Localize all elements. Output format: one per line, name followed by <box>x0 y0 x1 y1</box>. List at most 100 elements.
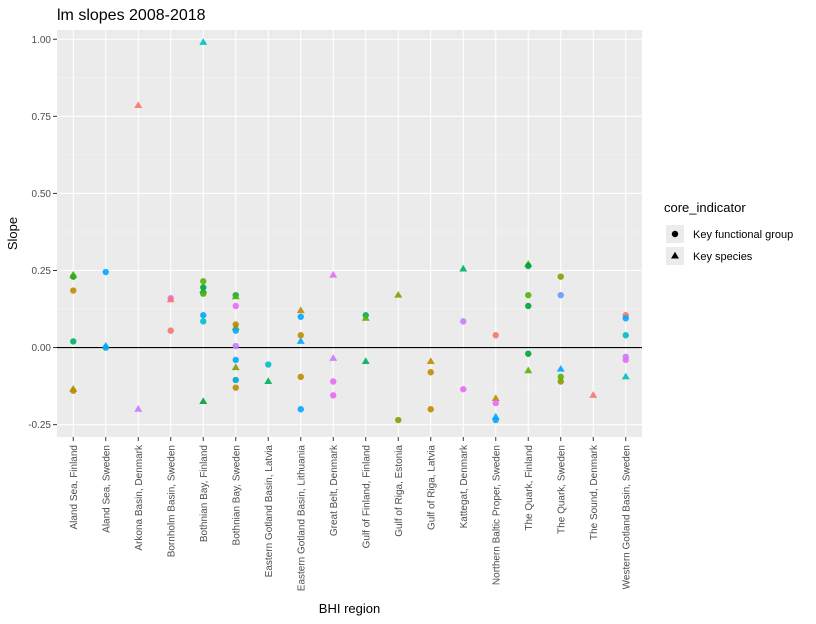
data-point-triangle <box>524 366 533 374</box>
data-point-triangle <box>134 405 143 412</box>
y-tick-label: 0.25 <box>32 266 52 277</box>
data-point-circle <box>492 332 499 339</box>
chart-title: lm slopes 2008-2018 <box>57 7 206 24</box>
x-tick-label: Gulf of Riga, Estonia <box>394 445 405 537</box>
data-point-triangle <box>231 363 240 371</box>
x-tick-label: Eastern Gotland Basin, Latvia <box>264 445 275 578</box>
data-point-circle <box>232 384 239 391</box>
data-point-triangle <box>556 364 565 372</box>
data-point-circle <box>622 356 629 364</box>
x-tick-label: Bothnian Bay, Sweden <box>231 445 242 545</box>
data-point-circle <box>232 342 239 350</box>
data-point-triangle <box>264 377 273 385</box>
data-point-circle <box>492 416 499 424</box>
data-point-circle <box>557 291 564 299</box>
data-point-triangle <box>101 341 110 349</box>
x-tick-label: The Quark, Sweden <box>556 445 567 534</box>
data-point-circle <box>525 350 532 357</box>
data-point-circle <box>330 378 337 385</box>
y-axis-title: Slope <box>5 217 20 250</box>
data-point-triangle <box>491 394 500 401</box>
x-tick-label: Bornholm Basin, Sweden <box>166 445 177 557</box>
y-tick-label: 0.00 <box>32 343 52 354</box>
data-point-circle <box>395 416 402 424</box>
data-point-circle <box>102 268 109 276</box>
data-point-circle <box>70 338 77 345</box>
x-tick-label: Northern Baltic Proper, Sweden <box>491 445 502 585</box>
legend-label: Key species <box>693 251 753 263</box>
legend: core_indicator Key functional group Key s… <box>664 200 793 265</box>
data-point-circle <box>297 406 304 413</box>
legend-label: Key functional group <box>693 229 793 241</box>
data-point-circle <box>557 373 564 381</box>
x-tick-label: Arkona Basin, Denmark <box>134 444 145 551</box>
data-point-triangle <box>166 295 175 303</box>
y-tick-label: 1.00 <box>32 35 52 46</box>
data-point-triangle <box>134 101 143 109</box>
data-point-circle <box>297 373 304 381</box>
data-point-circle <box>297 313 304 320</box>
data-point-circle <box>427 406 434 413</box>
legend-entry: Key species <box>666 247 753 265</box>
data-point-triangle <box>361 314 370 321</box>
x-tick-label: The Sound, Denmark <box>589 444 600 540</box>
legend-title: core_indicator <box>664 200 746 215</box>
legend-entry: Key functional group <box>666 225 793 243</box>
y-axis: -0.25 0.00 0.25 0.50 0.75 1.00 <box>28 35 57 431</box>
data-point-triangle <box>361 357 370 364</box>
data-point-triangle <box>426 357 435 364</box>
data-point-circle <box>622 332 629 339</box>
data-point-circle <box>297 332 304 339</box>
data-point-triangle <box>621 372 630 380</box>
legend-triangle-icon <box>671 251 679 259</box>
x-tick-label: Aland Sea, Sweden <box>101 445 112 533</box>
data-point-triangle <box>296 306 305 314</box>
x-tick-label: Kattegat, Denmark <box>459 444 470 528</box>
data-point-circle <box>265 361 272 368</box>
data-point-circle <box>232 327 239 334</box>
data-point-triangle <box>231 292 240 300</box>
data-point-triangle <box>199 38 208 45</box>
plot-panel <box>57 30 642 437</box>
x-tick-label: Eastern Gotland Basin, Lithuania <box>296 445 307 592</box>
x-axis-title: BHI region <box>319 601 380 616</box>
data-point-triangle <box>329 354 338 361</box>
data-point-triangle <box>69 270 78 278</box>
data-point-circle <box>200 290 207 297</box>
data-point-circle <box>525 262 532 270</box>
data-point-circle <box>427 369 434 376</box>
legend-circle-icon <box>671 230 679 238</box>
x-tick-label: Great Belt, Denmark <box>329 444 340 536</box>
data-point-triangle <box>199 397 208 405</box>
data-point-circle <box>460 318 467 325</box>
data-point-triangle <box>296 337 305 344</box>
data-point-triangle <box>589 391 598 398</box>
data-point-circle <box>460 386 467 393</box>
x-tick-label: Western Gotland Basin, Sweden <box>621 445 632 589</box>
y-tick-label: 0.50 <box>32 189 52 200</box>
data-point-circle <box>167 327 174 334</box>
x-tick-label: Aland Sea, Finland <box>69 445 80 530</box>
data-point-triangle <box>459 264 468 272</box>
x-tick-label: The Quark, Finland <box>524 445 535 531</box>
data-point-circle <box>232 376 239 384</box>
data-point-triangle <box>329 270 338 278</box>
data-points <box>69 38 630 424</box>
data-point-triangle <box>394 290 403 298</box>
x-tick-label: Bothnian Bay, Finland <box>199 445 210 542</box>
data-point-circle <box>200 318 207 325</box>
data-point-circle <box>557 273 564 280</box>
x-axis: Aland Sea, Finland Aland Sea, Sweden Arkon… <box>69 437 632 592</box>
y-tick-label: 0.75 <box>32 112 52 123</box>
data-point-circle <box>200 312 207 319</box>
data-point-circle <box>525 291 532 299</box>
data-point-circle <box>70 287 77 294</box>
data-point-circle <box>232 302 239 310</box>
data-point-circle <box>330 392 337 399</box>
x-tick-label: Gulf of Riga, Latvia <box>426 445 437 530</box>
data-point-circle <box>492 399 499 407</box>
data-point-circle <box>200 278 207 285</box>
x-tick-label: Gulf of Finland, Finland <box>361 445 372 548</box>
data-point-circle <box>70 387 77 394</box>
